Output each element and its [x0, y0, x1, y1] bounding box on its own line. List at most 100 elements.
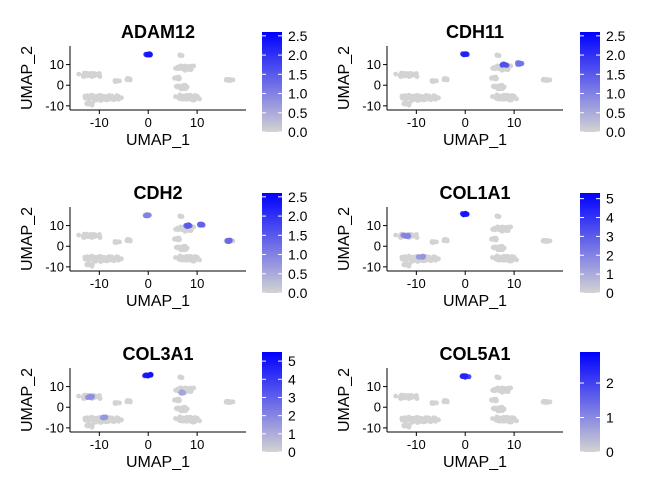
cell-point — [434, 239, 439, 245]
x-tick-label: 10 — [507, 115, 521, 130]
legend-tick-label: 5 — [288, 353, 296, 369]
legend-tick-label: 1.5 — [606, 66, 626, 82]
cell-point — [226, 400, 232, 405]
cell-point — [434, 400, 439, 406]
color-legend: 0 1 2 3 4 5 — [262, 352, 296, 460]
cell-point — [96, 72, 102, 78]
y-tick-label: 10 — [50, 379, 64, 394]
cell-point — [82, 233, 88, 238]
color-legend: 0 1 2 3 4 5 — [580, 191, 614, 301]
cell-point — [501, 386, 506, 392]
x-tick-label: -10 — [407, 437, 426, 452]
color-legend: 0.0 0.5 1.0 1.5 2.0 2.5 — [580, 28, 626, 140]
y-tick-label: 10 — [367, 218, 381, 233]
color-bar — [580, 352, 600, 452]
cell-point — [500, 245, 505, 251]
cell-point — [399, 394, 405, 399]
cell-point — [96, 233, 102, 239]
cell-point — [76, 71, 82, 77]
cell-point — [173, 255, 178, 260]
y-tick-label: 0 — [57, 239, 64, 254]
legend-tick-label: 0 — [288, 444, 296, 460]
expression-point — [462, 51, 468, 57]
cell-point — [393, 393, 399, 399]
x-tick-label: 0 — [462, 437, 469, 452]
expression-point — [142, 373, 148, 379]
legend-tick-label: 1.5 — [288, 66, 308, 82]
y-tick-label: -10 — [362, 259, 381, 274]
x-tick-label: 10 — [190, 437, 204, 452]
cell-point — [189, 385, 194, 391]
cell-point — [406, 73, 411, 78]
legend-tick-label: 4 — [606, 210, 614, 226]
cell-point — [183, 255, 188, 261]
cell-point — [505, 256, 511, 262]
legend-tick-label: 0.0 — [288, 285, 308, 301]
expression-point — [145, 373, 152, 379]
cell-point — [514, 257, 519, 263]
cell-point — [505, 95, 511, 101]
cell-points — [76, 213, 236, 269]
cell-point — [86, 97, 92, 102]
expression-point — [144, 52, 150, 58]
cell-point — [177, 375, 183, 380]
cell-point — [125, 398, 130, 403]
y-tick-label: -10 — [45, 259, 64, 274]
cell-point — [89, 234, 94, 240]
cell-point — [543, 239, 549, 245]
cell-point — [493, 398, 498, 403]
cell-point — [96, 95, 102, 101]
cell-point — [490, 416, 495, 421]
x-tick-label: 0 — [145, 115, 152, 130]
cell-point — [173, 94, 178, 99]
cell-points — [76, 374, 236, 430]
cell-point — [117, 400, 122, 406]
cell-point — [85, 423, 91, 429]
cell-point — [86, 419, 92, 424]
expression-points — [459, 373, 472, 380]
expression-point — [419, 254, 425, 260]
y-tick-label: -10 — [362, 98, 381, 113]
cell-point — [431, 95, 437, 101]
expression-point — [503, 62, 509, 68]
cell-point — [403, 419, 409, 424]
cell-point — [82, 416, 88, 422]
y-tick-label: -10 — [45, 98, 64, 113]
panel-title: ADAM12 — [121, 22, 195, 42]
cell-point — [176, 237, 182, 242]
color-bar — [262, 193, 282, 293]
x-tick-label: -10 — [407, 276, 426, 291]
expression-points — [142, 212, 233, 244]
cell-point — [496, 85, 501, 90]
color-bar — [262, 352, 282, 452]
color-bar — [580, 193, 600, 293]
legend-tick-label: 2 — [288, 408, 296, 424]
cell-point — [402, 262, 408, 268]
legend-tick-label: 2.0 — [606, 47, 626, 63]
cell-point — [424, 417, 430, 423]
cell-point — [442, 76, 447, 81]
y-axis-label: UMAP_2 — [19, 46, 36, 110]
cell-point — [178, 93, 183, 98]
expression-point — [145, 212, 151, 218]
y-tick-label: 0 — [374, 239, 381, 254]
cell-point — [500, 406, 505, 412]
cell-point — [107, 256, 113, 262]
cell-point — [408, 95, 413, 101]
legend-tick-label: 2.5 — [606, 28, 626, 44]
cell-point — [413, 95, 419, 101]
x-tick-label: -10 — [90, 276, 109, 291]
cell-point — [107, 95, 113, 101]
y-axis-label: UMAP_2 — [336, 368, 353, 432]
cell-point — [125, 237, 130, 243]
expression-point — [103, 414, 109, 420]
cell-point — [226, 78, 232, 83]
cell-point — [188, 417, 194, 423]
cell-point — [543, 400, 549, 405]
expression-point — [87, 393, 93, 399]
legend-tick-label: 4 — [288, 371, 296, 387]
x-tick-label: -10 — [90, 437, 109, 452]
